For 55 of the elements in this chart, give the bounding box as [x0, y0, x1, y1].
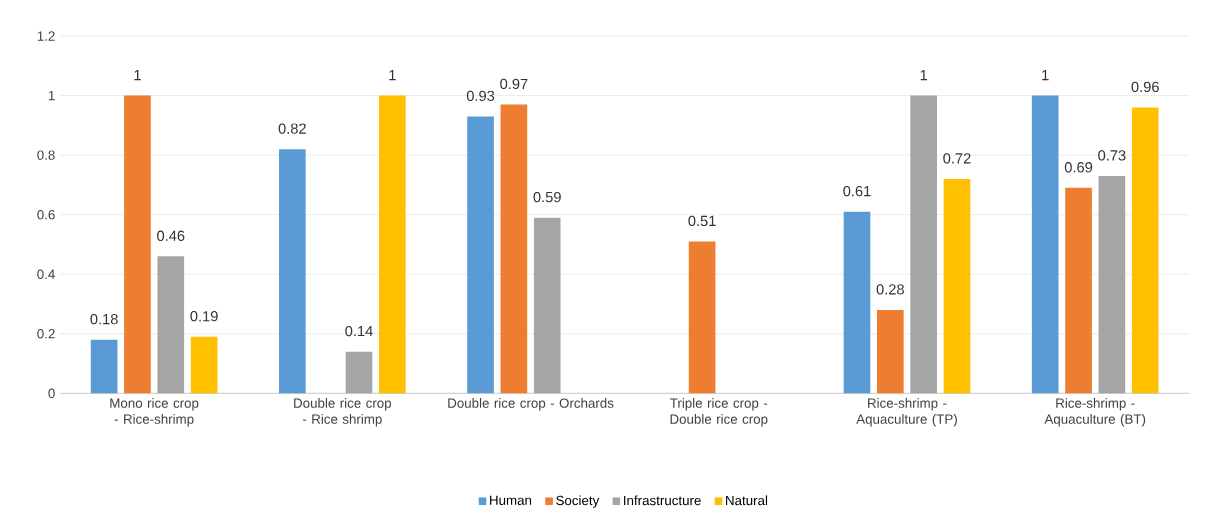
x-tick-label: Triple rice crop - Double rice crop: [670, 398, 768, 427]
y-tick-label: 1: [48, 90, 55, 101]
bar: [90, 339, 118, 394]
data-label: 0.73: [1098, 150, 1126, 161]
bar: [279, 149, 306, 394]
bar: [1131, 107, 1159, 394]
bar: [500, 104, 528, 394]
bar: [876, 309, 904, 394]
legend-label: Infrastructure: [624, 495, 701, 506]
data-label: 0.93: [466, 90, 495, 102]
bar: [843, 211, 871, 394]
data-label: 1: [134, 70, 141, 81]
data-label: 1: [920, 70, 928, 81]
x-tick-label: Double rice crop - Rice shrimp: [294, 398, 392, 427]
x-tick-label: Double rice crop - Orchards: [448, 398, 614, 411]
data-label: 0.96: [1131, 81, 1159, 93]
legend-label: Natural: [726, 495, 768, 506]
data-label: 1: [1042, 70, 1049, 81]
bar: [467, 116, 494, 394]
y-tick-label: 1.2: [37, 31, 55, 41]
bar: [124, 95, 151, 394]
bar: [379, 95, 406, 394]
data-label: 0.59: [533, 191, 561, 203]
data-label: 0.46: [157, 230, 185, 241]
y-tick-label: 0.6: [37, 209, 55, 220]
bar: [157, 256, 185, 394]
bar: [533, 217, 561, 394]
data-label: 0.28: [876, 284, 904, 295]
data-label: 0.51: [688, 215, 716, 227]
y-tick-label: 0.2: [37, 329, 55, 339]
data-label: 0.18: [90, 313, 118, 325]
bar: [345, 351, 373, 394]
data-label: 0.61: [843, 185, 871, 197]
data-label: 0.69: [1064, 162, 1093, 173]
data-label: 0.97: [500, 78, 528, 90]
legend-label: Human: [490, 495, 532, 505]
y-tick-label: 0.4: [37, 269, 55, 279]
bar: [1098, 175, 1126, 394]
data-label: 0.19: [190, 311, 218, 322]
legend-label: Society: [556, 495, 600, 508]
bar: [943, 178, 971, 394]
data-label: 1: [389, 70, 396, 81]
bar: [190, 336, 218, 394]
y-tick-label: 0: [48, 388, 55, 399]
bar: [1065, 187, 1092, 394]
bar: [910, 95, 937, 394]
x-tick-label: Mono rice crop - Rice-shrimp: [110, 398, 199, 427]
bar: [688, 241, 716, 394]
x-tick-label: Rice-shrimp - Aquaculture (TP): [856, 398, 957, 427]
bar: [1031, 95, 1059, 394]
y-tick-label: 0.8: [37, 150, 55, 160]
data-label: 0.82: [278, 123, 306, 134]
data-label: 0.72: [943, 153, 971, 164]
data-label: 0.14: [345, 325, 373, 337]
x-tick-label: Rice-shrimp - Aquaculture (BT): [1044, 398, 1146, 427]
